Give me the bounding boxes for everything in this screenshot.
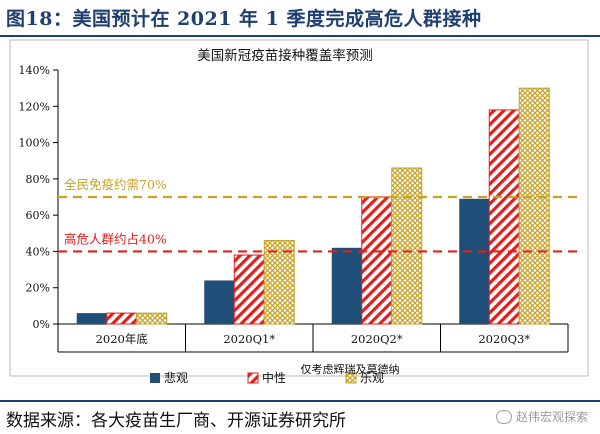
chart-frame bbox=[9, 39, 589, 377]
bar-diagonal-stripe bbox=[361, 196, 393, 325]
y-tick-label: 100% bbox=[19, 137, 50, 150]
category-label: 2020Q3* bbox=[478, 332, 530, 346]
bar-grid-hatch bbox=[136, 312, 168, 325]
bar-solid bbox=[204, 280, 235, 324]
footer-divider bbox=[0, 400, 600, 402]
watermark: 赵伟宏观探索 bbox=[495, 408, 588, 425]
bar-diagonal-stripe bbox=[106, 312, 138, 325]
bar-diagonal-stripe bbox=[233, 254, 265, 325]
y-tick-label: 60% bbox=[26, 209, 50, 222]
y-tick-label: 140% bbox=[19, 64, 50, 77]
chart-subtitle: 仅考虑辉瑞及莫德纳 bbox=[301, 362, 400, 376]
wechat-icon bbox=[495, 409, 512, 424]
bar-grid-hatch bbox=[518, 87, 550, 325]
bar-diagonal-stripe bbox=[488, 109, 520, 325]
figure-title: 图18：美国预计在 2021 年 1 季度完成高危人群接种 bbox=[6, 8, 482, 30]
y-tick-label: 20% bbox=[26, 282, 50, 295]
bar-solid bbox=[331, 247, 362, 324]
legend-label: 乐观 bbox=[360, 371, 384, 385]
bar-solid bbox=[76, 313, 107, 324]
reference-line-label: 全民免疫约需70% bbox=[64, 177, 167, 192]
bar-chart: 美国新冠疫苗接种覆盖率预测 0% 20% 40% 60% 80% 100% 120% 140%… bbox=[9, 39, 589, 385]
watermark-text: 赵伟宏观探索 bbox=[515, 410, 588, 424]
y-tick-label: 120% bbox=[19, 100, 50, 113]
legend-swatch bbox=[150, 373, 160, 383]
legend-label: 中性 bbox=[262, 370, 286, 385]
category-label: 2020Q2* bbox=[351, 332, 403, 346]
reference-line-label: 高危人群约占40% bbox=[64, 231, 167, 246]
bar-grid-hatch bbox=[263, 240, 295, 325]
y-tick-label: 40% bbox=[26, 245, 50, 258]
y-tick-label: 80% bbox=[26, 173, 50, 186]
chart-title: 美国新冠疫苗接种覆盖率预测 bbox=[197, 47, 373, 64]
bar-solid bbox=[459, 198, 490, 324]
y-tick-label: 0% bbox=[33, 318, 50, 331]
category-label: 2020Q1* bbox=[223, 332, 275, 346]
legend-label: 悲观 bbox=[164, 370, 188, 385]
legend-swatch bbox=[247, 372, 259, 384]
title-divider bbox=[0, 35, 600, 37]
bar-grid-hatch bbox=[391, 167, 423, 325]
source-note: 数据来源：各大疫苗生厂商、开源证券研究所 bbox=[6, 411, 346, 431]
legend-swatch bbox=[345, 372, 357, 384]
category-label: 2020年底 bbox=[96, 332, 149, 346]
